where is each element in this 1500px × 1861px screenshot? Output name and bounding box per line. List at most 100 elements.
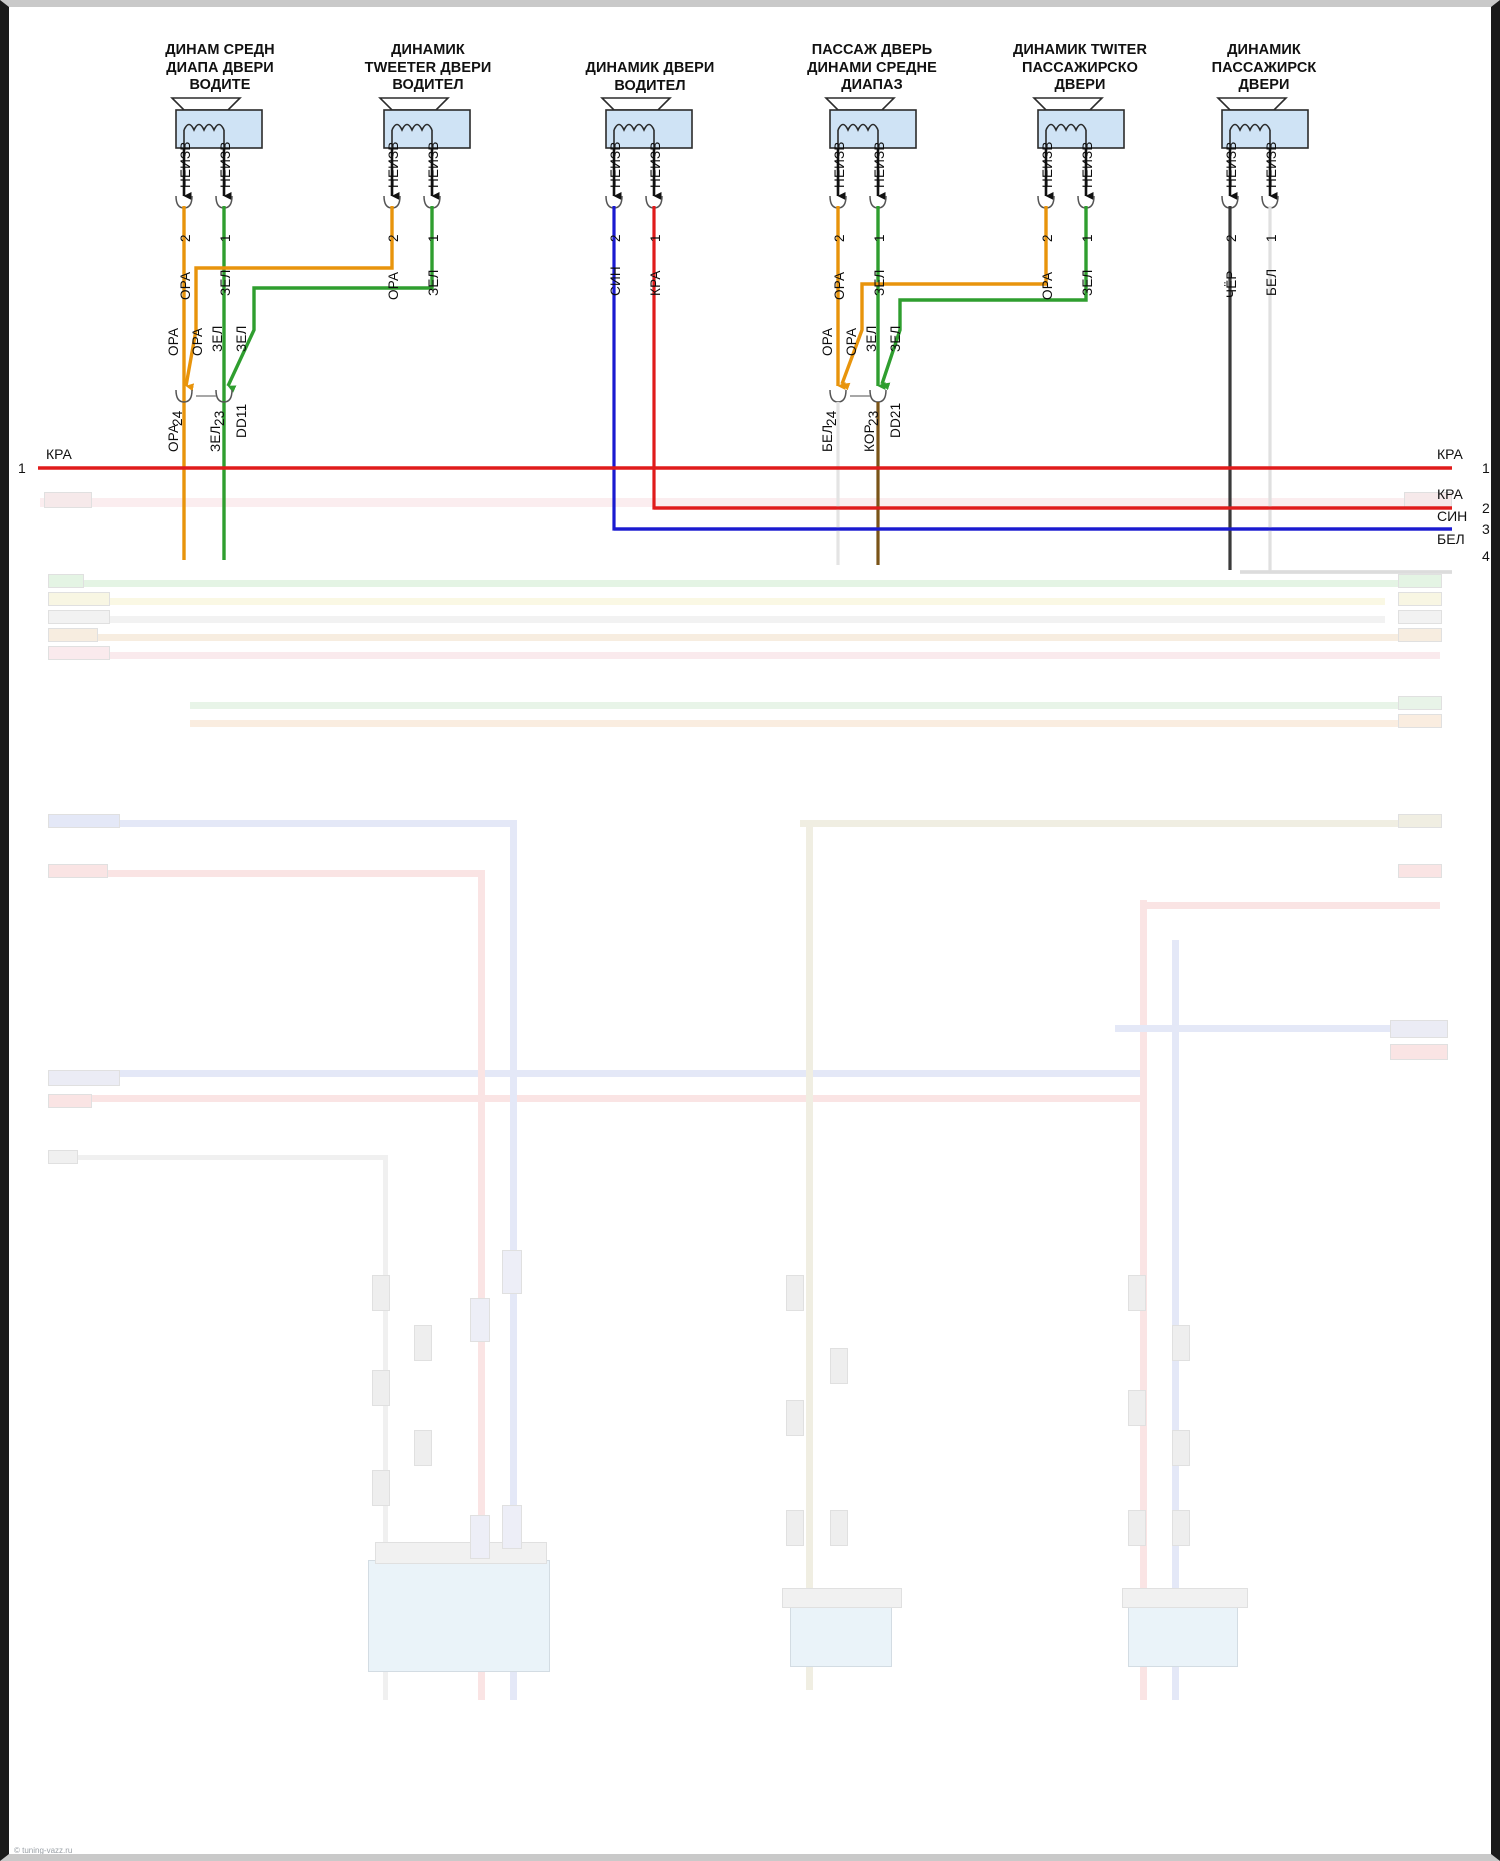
pin-signal-spk3-p1: НЕИЗВ [648, 141, 663, 188]
pin-number-spk5-p1: 1 [1080, 234, 1095, 242]
connector-code-dd11: DD11 [234, 403, 249, 438]
pin-number-spk6-p2: 2 [1224, 234, 1239, 242]
bus-left-num-1: 1 [18, 460, 26, 476]
dd21-out-24-color: БЕЛ [820, 424, 835, 452]
pin-number-spk1-p1: 1 [218, 234, 233, 242]
pin-signal-spk5-p1: НЕИЗВ [1080, 141, 1095, 188]
speaker-title-line: ДИНАМИ СРЕДНЕ [807, 59, 937, 76]
pin-number-spk5-p2: 2 [1040, 234, 1055, 242]
speaker-title-spk5: ДИНАМИК TWITER ПАССАЖИРСКО ДВЕРИ [980, 42, 1180, 95]
speaker-title-line: ДИНАМИК [1227, 42, 1301, 58]
wire-color-spk3-p1: КРА [648, 270, 663, 296]
speaker-title-line: ПАССАЖИРСК [1211, 59, 1317, 76]
pin-number-spk4-p2: 2 [832, 234, 847, 242]
pin-signal-spk1-p2: НЕИЗВ [178, 141, 193, 188]
speaker-title-line: ДИНАМ СРЕДН [165, 42, 275, 58]
faded-lower-diagram [0, 470, 1500, 1861]
wire-color-spk2-p1: ЗЕЛ [426, 269, 441, 296]
dd11-t23-label-a: ЗЕЛ [210, 325, 225, 352]
speaker-title-line: ПАССАЖИРСКО [1021, 59, 1139, 76]
speaker-title-line: ВОДИТЕЛ [614, 77, 686, 94]
wire-spk3-p1-kra [652, 206, 1452, 510]
wire-color-spk1-p1: ЗЕЛ [218, 269, 233, 296]
speaker-title-line: ДВЕРИ [1054, 77, 1106, 93]
connector-dd21 [829, 389, 887, 403]
pin-signal-spk4-p1: НЕИЗВ [872, 141, 887, 188]
pin-signal-spk2-p1: НЕИЗВ [426, 141, 441, 188]
wire-color-spk4-p2: ОРА [832, 271, 847, 300]
speaker-symbol-spk4 [824, 97, 917, 149]
bus-right-label-1: КРА [1437, 446, 1463, 462]
wire-spk6-p1-bel [1240, 206, 1452, 574]
bus-right-label-4: БЕЛ [1437, 531, 1465, 547]
speaker-title-line: ДИНАМИК [391, 42, 465, 58]
wire-color-spk6-p2: ЧЁР [1224, 270, 1239, 298]
dd11-out-23-color: ЗЕЛ [208, 425, 223, 452]
terminal-cups [175, 195, 1279, 209]
speaker-title-line: ДВЕРИ [1238, 77, 1290, 93]
pin-signal-spk3-p2: НЕИЗВ [608, 141, 623, 188]
wire-spk3-p2-sin [612, 206, 1452, 531]
speaker-title-spk6: ДИНАМИК ПАССАЖИРСК ДВЕРИ [1164, 42, 1364, 95]
bus-right-num-4: 4 [1482, 548, 1490, 564]
speaker-title-spk1: ДИНАМ СРЕДН ДИАПА ДВЕРИ ВОДИТЕ [120, 42, 320, 95]
connector-dd11 [175, 389, 233, 403]
pin-number-spk4-p1: 1 [872, 234, 887, 242]
bus-right-label-3: СИН [1437, 508, 1468, 524]
speaker-title-line: ДИНАМИК TWITER [1012, 42, 1148, 58]
wire-color-spk2-p2: ОРА [386, 271, 401, 300]
wire-spk5-p2-ora [840, 206, 1048, 391]
dd21-terminal-num-24: 24 [824, 410, 839, 426]
bus-right-label-2: КРА [1437, 486, 1463, 502]
dd11-t24-label-a: ОРА [166, 327, 181, 356]
speaker-title-line: ДИНАМИК ДВЕРИ [585, 60, 715, 76]
speaker-title-line: ВОДИТЕЛ [392, 77, 464, 93]
pin-number-spk2-p2: 2 [386, 234, 401, 242]
dd11-terminal-num-23: 23 [212, 410, 227, 426]
bus-left-label-1: КРА [46, 446, 72, 462]
pin-number-spk6-p1: 1 [1264, 234, 1279, 242]
pin-number-spk3-p1: 1 [648, 234, 663, 242]
pin-number-spk3-p2: 2 [608, 234, 623, 242]
dd21-t24-label-b: ОРА [844, 327, 859, 356]
dd11-t24-label-b: ОРА [190, 327, 205, 356]
dd11-out-24-color: ОРА [166, 423, 181, 452]
speaker-title-spk2: ДИНАМИК TWEETER ДВЕРИ ВОДИТЕЛ [328, 42, 528, 95]
pin-signal-spk5-p2: НЕИЗВ [1040, 141, 1055, 188]
wire-color-spk6-p1: БЕЛ [1264, 268, 1279, 296]
pin-signal-spk6-p1: НЕИЗВ [1264, 141, 1279, 188]
wire-color-spk5-p1: ЗЕЛ [1080, 269, 1095, 296]
speaker-title-line: TWEETER ДВЕРИ [364, 59, 492, 76]
wire-color-spk3-p2: СИН [608, 266, 623, 296]
pin-number-spk2-p1: 1 [426, 234, 441, 242]
speaker-title-line: ВОДИТЕ [189, 77, 251, 93]
speaker-title-line: ДИАПАЗ [841, 77, 903, 93]
dd21-out-23-color: КОР [862, 424, 877, 452]
dd21-t24-label-a: ОРА [820, 327, 835, 356]
pin-signal-spk1-p1: НЕИЗВ [218, 141, 233, 188]
wire-color-spk1-p2: ОРА [178, 271, 193, 300]
speaker-symbol-spk3 [600, 97, 693, 149]
wire-spk5-p1-zel [880, 206, 1088, 391]
bus-right-num-2: 2 [1482, 500, 1490, 516]
speaker-title-spk4: ПАССАЖ ДВЕРЬ ДИНАМИ СРЕДНЕ ДИАПАЗ [772, 42, 972, 95]
speaker-symbol-spk5 [1032, 97, 1125, 149]
pin-leads [182, 148, 1278, 200]
wire-color-spk4-p1: ЗЕЛ [872, 269, 887, 296]
wire-spk2-p2-ora [184, 206, 394, 392]
dd11-t23-label-b: ЗЕЛ [234, 325, 249, 352]
pin-number-spk1-p2: 2 [178, 234, 193, 242]
speaker-symbol-spk6 [1216, 97, 1309, 149]
connector-code-dd21: DD21 [888, 402, 903, 438]
bus-right-num-3: 3 [1482, 521, 1490, 537]
speaker-symbol-spk1 [170, 97, 263, 149]
dd21-t23-label-a: ЗЕЛ [864, 325, 879, 352]
bus-right-num-1: 1 [1482, 460, 1490, 476]
speaker-title-line: ДИАПА ДВЕРИ [166, 59, 274, 76]
pin-signal-spk4-p2: НЕИЗВ [832, 141, 847, 188]
watermark: © tuning-vazz.ru [14, 1846, 73, 1855]
wire-color-spk5-p2: ОРА [1040, 271, 1055, 300]
pin-signal-spk6-p2: НЕИЗВ [1224, 141, 1239, 188]
speaker-title-spk3: ДИНАМИК ДВЕРИ ВОДИТЕЛ [550, 60, 750, 95]
